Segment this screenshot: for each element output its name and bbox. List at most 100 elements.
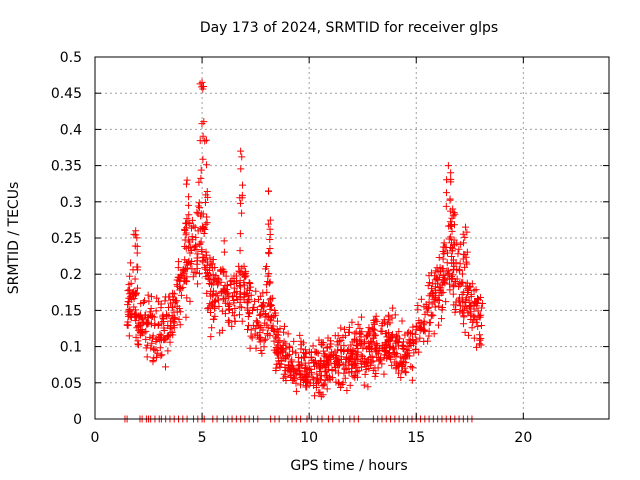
data-point xyxy=(402,346,410,354)
data-point xyxy=(377,327,385,335)
data-point xyxy=(260,343,268,351)
data-point xyxy=(447,178,455,186)
data-point xyxy=(264,331,272,339)
data-point xyxy=(192,241,200,249)
x-tick-label: 0 xyxy=(91,430,100,446)
data-point xyxy=(176,321,184,329)
data-point xyxy=(138,316,146,324)
data-point xyxy=(328,367,336,375)
data-point xyxy=(328,348,336,356)
data-point xyxy=(401,368,409,376)
data-point xyxy=(323,385,331,393)
data-point xyxy=(258,349,266,357)
data-point xyxy=(182,219,190,227)
data-point xyxy=(255,335,263,343)
data-point xyxy=(459,320,467,328)
data-point xyxy=(158,319,166,327)
data-point xyxy=(175,305,183,313)
data-point xyxy=(459,239,467,247)
data-point xyxy=(252,317,260,325)
data-point xyxy=(132,227,140,235)
data-point xyxy=(144,313,152,321)
data-point xyxy=(225,316,233,324)
data-point xyxy=(348,318,356,326)
data-point xyxy=(477,322,485,330)
data-point xyxy=(145,297,153,305)
data-point xyxy=(211,304,219,312)
data-point xyxy=(340,347,348,355)
data-point xyxy=(162,363,170,371)
data-point xyxy=(451,305,459,313)
data-point xyxy=(388,361,396,369)
data-point xyxy=(301,346,309,354)
data-point xyxy=(181,227,189,235)
data-point xyxy=(130,230,138,238)
data-point xyxy=(175,258,183,266)
data-point xyxy=(368,324,376,332)
data-point xyxy=(477,335,485,343)
data-point xyxy=(181,243,189,251)
data-point xyxy=(452,298,460,306)
data-point xyxy=(444,249,452,257)
data-point xyxy=(476,331,484,339)
data-point xyxy=(446,196,454,204)
data-point xyxy=(330,359,338,367)
data-point xyxy=(259,289,267,297)
data-point xyxy=(385,311,393,319)
data-point xyxy=(425,332,433,340)
data-point xyxy=(387,332,395,340)
data-point xyxy=(183,176,191,184)
data-point xyxy=(240,289,248,297)
data-point xyxy=(409,323,417,331)
data-point xyxy=(175,315,183,323)
data-point xyxy=(133,242,141,250)
data-point xyxy=(371,372,379,380)
data-point xyxy=(441,271,449,279)
data-point xyxy=(308,356,316,364)
data-point xyxy=(456,308,464,316)
data-point xyxy=(440,276,448,284)
data-point xyxy=(292,379,300,387)
data-point xyxy=(345,328,353,336)
data-point xyxy=(152,353,160,361)
data-point xyxy=(455,265,463,273)
data-point xyxy=(322,367,330,375)
data-point xyxy=(218,307,226,315)
data-point xyxy=(168,303,176,311)
data-point xyxy=(126,272,134,280)
data-point xyxy=(170,290,178,298)
data-point xyxy=(325,361,333,369)
data-point xyxy=(210,287,218,295)
data-point xyxy=(461,328,469,336)
data-point xyxy=(316,360,324,368)
data-point xyxy=(296,331,304,339)
data-point xyxy=(462,223,470,231)
data-point xyxy=(236,199,244,207)
data-point xyxy=(282,367,290,375)
data-point xyxy=(188,216,196,224)
data-point xyxy=(266,278,274,286)
data-point xyxy=(397,353,405,361)
y-tick-label: 0.3 xyxy=(60,195,82,211)
data-point xyxy=(417,295,425,303)
data-point xyxy=(274,345,282,353)
data-point xyxy=(211,312,219,320)
data-point xyxy=(250,303,258,311)
data-point xyxy=(156,344,164,352)
data-point xyxy=(405,328,413,336)
data-point xyxy=(143,353,151,361)
data-point xyxy=(203,261,211,269)
data-point xyxy=(230,299,238,307)
data-point xyxy=(194,202,202,210)
data-point xyxy=(143,319,151,327)
data-point xyxy=(131,306,139,314)
data-point xyxy=(152,346,160,354)
data-point xyxy=(472,318,480,326)
data-point xyxy=(382,340,390,348)
data-point xyxy=(246,310,254,318)
data-point xyxy=(458,296,466,304)
data-point xyxy=(223,290,231,298)
data-point xyxy=(365,342,373,350)
data-point xyxy=(297,337,305,345)
data-point xyxy=(266,225,274,233)
